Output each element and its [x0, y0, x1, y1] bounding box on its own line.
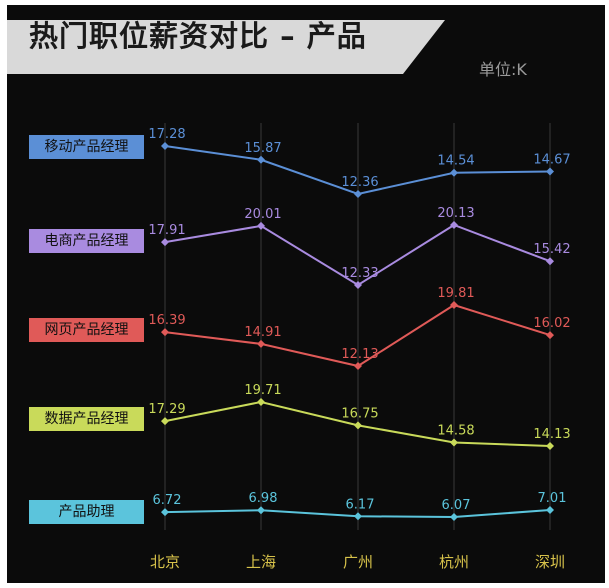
data-point	[450, 221, 458, 229]
x-tick-label: 北京	[150, 553, 180, 571]
data-label: 17.29	[148, 402, 185, 417]
data-point	[257, 398, 265, 406]
legend-item: 网页产品经理	[29, 318, 144, 342]
x-tick-label: 上海	[246, 553, 276, 571]
data-label: 6.07	[442, 498, 471, 513]
data-label: 17.28	[148, 127, 185, 142]
data-point	[161, 417, 169, 426]
data-point	[257, 221, 265, 230]
x-tick-label: 广州	[343, 553, 373, 571]
data-label: 17.91	[148, 223, 185, 238]
chart-title: 热门职位薪资对比 – 产品	[29, 19, 367, 53]
data-label: 15.42	[533, 242, 570, 257]
data-label: 20.13	[437, 206, 474, 221]
data-point	[546, 331, 554, 340]
x-tick-label: 杭州	[439, 553, 469, 571]
data-point	[546, 442, 554, 450]
data-label: 12.36	[341, 175, 378, 190]
data-label: 12.33	[341, 266, 378, 281]
data-point	[354, 362, 362, 370]
data-label: 19.71	[244, 383, 281, 398]
data-point	[450, 301, 458, 309]
data-label: 16.02	[533, 316, 570, 331]
data-point	[161, 142, 169, 150]
data-point	[257, 155, 265, 164]
data-point	[450, 168, 458, 177]
x-tick-label: 深圳	[535, 553, 565, 571]
title-banner	[7, 20, 445, 74]
legend-item: 数据产品经理	[29, 407, 144, 431]
data-point	[161, 328, 169, 337]
data-point	[257, 506, 265, 515]
data-point	[546, 167, 554, 176]
data-label: 19.81	[437, 286, 474, 301]
legend-item: 产品助理	[29, 500, 144, 524]
data-point	[546, 506, 554, 514]
line-chart: 北京 上海 广州 杭州 深圳 17.28 15.87 12.36 14.54 14.67 17.91…	[148, 123, 571, 571]
data-label: 14.54	[437, 154, 474, 169]
chart-frame: 热门职位薪资对比 – 产品 单位:K 北京 上海 广州 杭州 深圳 17.28 15.87 1…	[7, 5, 605, 583]
data-point	[354, 281, 362, 289]
data-label: 15.87	[244, 141, 281, 156]
data-label: 12.13	[341, 347, 378, 362]
data-point	[354, 512, 362, 521]
data-label: 6.98	[249, 491, 278, 506]
data-point	[546, 257, 554, 266]
data-label: 14.13	[533, 427, 570, 442]
data-point	[450, 513, 458, 521]
data-point	[161, 508, 169, 517]
legend-item: 电商产品经理	[29, 229, 144, 253]
data-point	[257, 339, 265, 348]
unit-label: 单位:K	[479, 60, 527, 79]
data-label: 16.39	[148, 313, 185, 328]
data-point	[161, 238, 169, 247]
data-point	[450, 438, 458, 447]
data-label: 16.75	[341, 406, 378, 421]
data-label: 6.17	[346, 497, 375, 512]
data-label: 14.67	[533, 152, 570, 167]
data-label: 14.91	[244, 325, 281, 340]
data-label: 20.01	[244, 207, 281, 222]
data-point	[354, 190, 362, 198]
data-label: 14.58	[437, 423, 474, 438]
data-point	[354, 421, 362, 430]
data-label: 6.72	[153, 493, 182, 508]
data-label: 7.01	[538, 491, 567, 506]
legend-item: 移动产品经理	[29, 135, 144, 159]
